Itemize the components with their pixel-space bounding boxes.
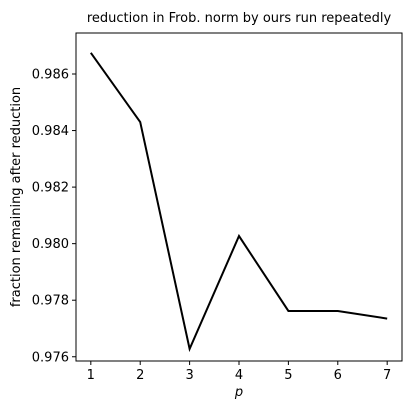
series-line [90, 52, 388, 353]
chart-title: reduction in Frob. norm by ours run repe… [87, 11, 392, 26]
x-tick-label: 7 [383, 368, 391, 383]
x-tick-label: 5 [284, 368, 292, 383]
plot-frame [75, 32, 403, 362]
series-layer [90, 52, 388, 353]
y-tick-label: 0.982 [32, 181, 69, 196]
x-tick-label: 6 [334, 368, 342, 383]
x-tick-label: 4 [235, 368, 243, 383]
y-tick-label: 0.976 [32, 350, 69, 365]
y-tick-label: 0.984 [32, 124, 69, 139]
y-tick-label: 0.978 [32, 294, 69, 309]
x-tick-label: 3 [185, 368, 193, 383]
x-axis-label: p [234, 385, 243, 400]
y-axis-label: fraction remaining after reduction [9, 87, 24, 307]
x-tick-label: 2 [136, 368, 144, 383]
y-tick-label: 0.980 [32, 237, 69, 252]
y-axis: 0.976 0.978 0.980 0.982 0.984 0.986 [32, 68, 76, 365]
y-tick-label: 0.986 [32, 68, 69, 83]
x-axis: 1 2 3 4 5 6 7 [87, 361, 391, 383]
x-tick-label: 1 [87, 368, 95, 383]
